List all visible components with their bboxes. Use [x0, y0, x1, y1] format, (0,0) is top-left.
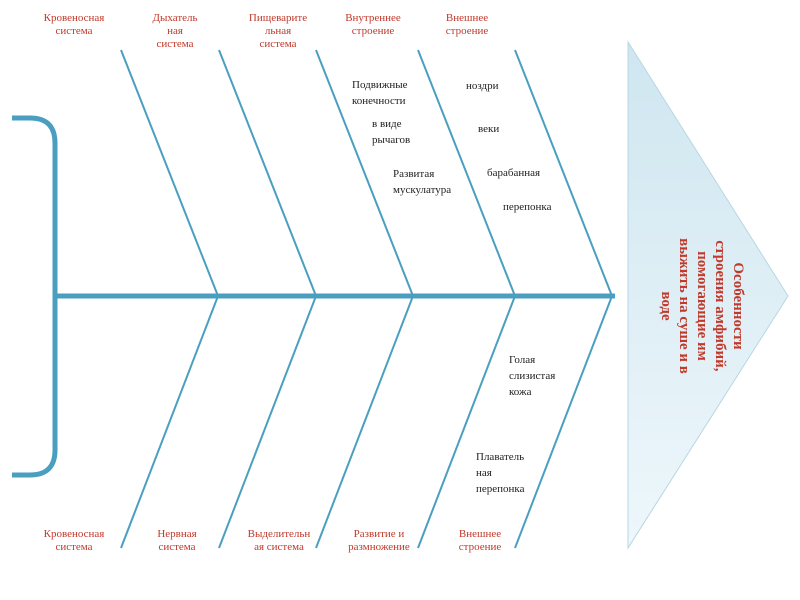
rib-bottom-2	[218, 295, 317, 549]
fish-head-triangle	[627, 40, 789, 550]
rib-bottom-1	[120, 295, 219, 549]
rib-top-3	[315, 49, 414, 297]
bottom-category-circulatory: Кровеносная система	[43, 528, 105, 553]
note-mobile-limbs: Подвижные конечности	[352, 79, 408, 107]
top-category-external: Внешнее строение	[445, 12, 489, 37]
rib-bottom-5	[514, 295, 613, 549]
rib-top-4	[417, 49, 516, 297]
fish-tail-bracket	[12, 115, 58, 478]
top-category-digestive: Пищеварите льная система	[248, 12, 308, 50]
bottom-category-nervous: Нервная система	[157, 528, 197, 553]
bottom-category-excretory: Выделительн ая система	[247, 528, 311, 553]
top-category-respiratory: Дыхатель ная система	[152, 12, 198, 50]
rib-bottom-4	[417, 295, 516, 549]
note-eardrum: барабанная	[487, 167, 541, 179]
note-nostrils: ноздри	[466, 80, 499, 92]
fish-head-title: Особенности строения амфибий, помогающие…	[658, 238, 746, 374]
note-eyelids: веки	[478, 123, 500, 135]
bottom-category-external: Внешнее строение	[458, 528, 502, 553]
rib-bottom-3	[315, 295, 414, 549]
top-category-circulatory: Кровеносная система	[43, 12, 105, 37]
note-swimming-membrane: Плаватель ная перепонка	[476, 451, 525, 495]
bottom-category-reproduction: Развитие и размножение	[348, 528, 410, 553]
top-category-internal: Внутреннее строение	[345, 12, 401, 37]
rib-top-2	[218, 49, 317, 297]
note-musculature: Развитая мускулатура	[393, 168, 452, 196]
note-membrane: перепонка	[503, 201, 552, 213]
note-lever-limbs: в виде рычагов	[372, 118, 411, 146]
note-bare-skin: Голая слизистая кожа	[509, 354, 556, 398]
rib-top-1	[120, 49, 219, 297]
rib-top-5	[514, 49, 613, 297]
